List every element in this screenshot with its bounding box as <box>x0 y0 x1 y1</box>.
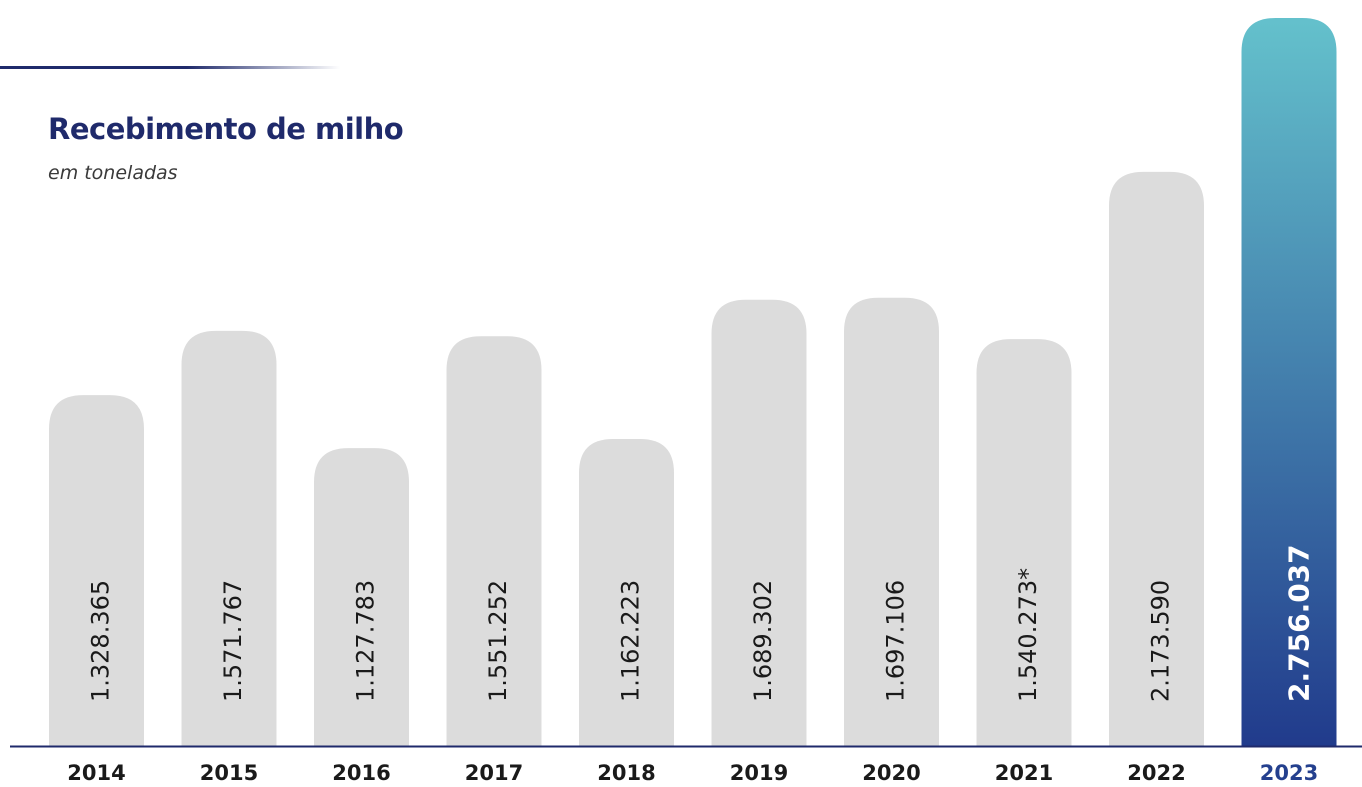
x-tick-label-2016: 2016 <box>332 761 390 785</box>
bar-value-label-2017: 1.551.252 <box>484 580 512 702</box>
chart-title: Recebimento de milho <box>48 112 404 146</box>
bar-value-label-2016: 1.127.783 <box>352 580 380 702</box>
x-tick-label-2019: 2019 <box>730 761 788 785</box>
x-tick-label-2015: 2015 <box>200 761 258 785</box>
x-tick-label-2020: 2020 <box>862 761 920 785</box>
bar-value-label-2020: 1.697.106 <box>882 580 910 702</box>
bar-2023 <box>1241 18 1337 746</box>
x-tick-label-2018: 2018 <box>597 761 655 785</box>
x-tick-label-2017: 2017 <box>465 761 523 785</box>
bar-2019 <box>711 299 807 746</box>
bar-2018 <box>579 439 674 746</box>
bar-value-label-2022: 2.173.590 <box>1147 580 1175 702</box>
bar-2014 <box>49 395 144 746</box>
x-tick-label-2014: 2014 <box>67 761 125 785</box>
bar-2017 <box>446 336 542 746</box>
bar-value-label-2021: 1.540.273* <box>1014 568 1042 702</box>
decorative-line <box>0 66 340 69</box>
chart-subtitle: em toneladas <box>48 162 178 184</box>
bar-2016 <box>314 448 409 746</box>
bar-value-label-2014: 1.328.365 <box>87 580 115 702</box>
bar-value-label-2019: 1.689.302 <box>749 580 777 702</box>
x-tick-label-2023: 2023 <box>1260 761 1318 785</box>
x-axis-ticks: 2014 2015 2016 2017 2018 2019 2020 2021 2022 2023 <box>67 761 1318 785</box>
bar-2015 <box>181 330 277 746</box>
bar-2022 <box>1109 171 1204 746</box>
bar-value-label-2023: 2.756.037 <box>1283 544 1316 702</box>
bar-2020 <box>844 297 939 746</box>
bar-value-label-2015: 1.571.767 <box>219 580 247 702</box>
x-tick-label-2022: 2022 <box>1127 761 1185 785</box>
x-tick-label-2021: 2021 <box>995 761 1053 785</box>
bars-group: 1.328.365 1.571.767 1.127.783 1.551.252 1.16… <box>49 18 1337 746</box>
bar-value-label-2018: 1.162.223 <box>617 580 645 702</box>
bar-2021 <box>976 339 1072 746</box>
